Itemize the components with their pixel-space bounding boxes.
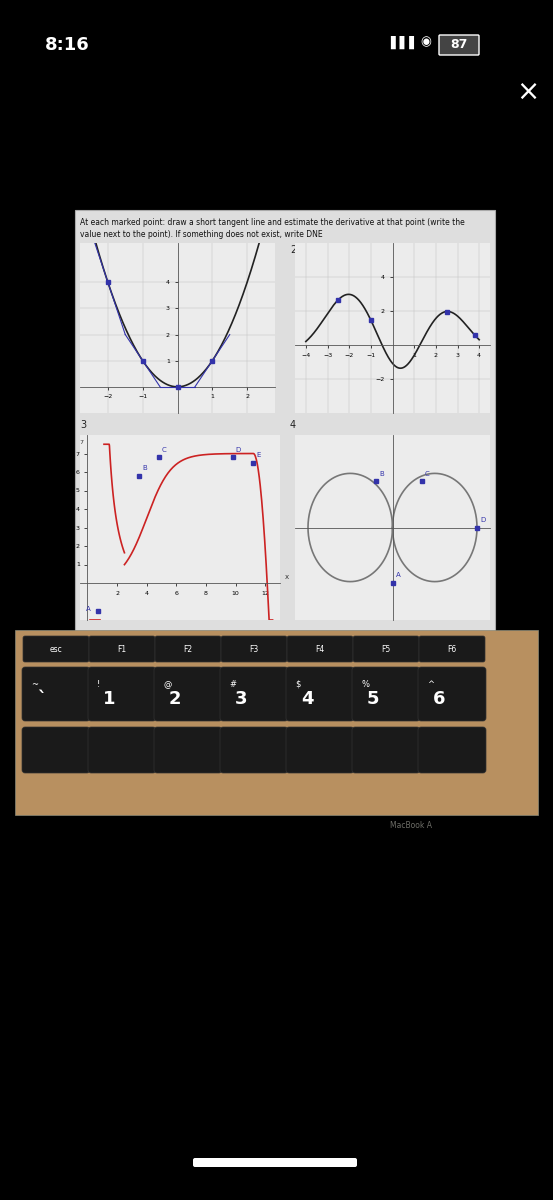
- Text: esc: esc: [50, 644, 62, 654]
- Text: #: #: [229, 680, 236, 689]
- FancyBboxPatch shape: [221, 636, 287, 662]
- Text: $: $: [295, 680, 300, 689]
- Text: D: D: [480, 517, 486, 523]
- FancyBboxPatch shape: [287, 636, 353, 662]
- Text: C: C: [425, 470, 430, 476]
- Text: 87: 87: [450, 38, 468, 52]
- Text: F2: F2: [184, 644, 192, 654]
- Text: 2: 2: [169, 690, 181, 708]
- Text: F5: F5: [382, 644, 390, 654]
- Text: 4: 4: [290, 420, 296, 430]
- Text: 6: 6: [433, 690, 446, 708]
- Text: ▌▌▌: ▌▌▌: [390, 35, 419, 49]
- Text: 1: 1: [80, 245, 86, 254]
- Text: ×: ×: [517, 78, 540, 106]
- Text: 1: 1: [103, 690, 116, 708]
- FancyBboxPatch shape: [220, 727, 288, 773]
- FancyBboxPatch shape: [154, 727, 222, 773]
- Text: A: A: [396, 572, 400, 578]
- Text: 4: 4: [301, 690, 314, 708]
- FancyBboxPatch shape: [23, 636, 89, 662]
- FancyBboxPatch shape: [88, 667, 156, 721]
- FancyBboxPatch shape: [286, 667, 354, 721]
- Text: C: C: [161, 446, 166, 452]
- Text: E: E: [256, 452, 260, 458]
- Text: A: A: [86, 606, 91, 612]
- FancyBboxPatch shape: [89, 636, 155, 662]
- FancyBboxPatch shape: [155, 636, 221, 662]
- Text: 3: 3: [80, 420, 86, 430]
- FancyBboxPatch shape: [353, 636, 419, 662]
- Text: F4: F4: [315, 644, 325, 654]
- Text: ◉: ◉: [420, 36, 431, 48]
- Text: 7: 7: [79, 440, 83, 445]
- Text: value next to the point). If something does not exist, write DNE: value next to the point). If something d…: [80, 230, 322, 239]
- FancyBboxPatch shape: [418, 727, 486, 773]
- FancyBboxPatch shape: [193, 1158, 357, 1166]
- Text: At each marked point: draw a short tangent line and estimate the derivative at t: At each marked point: draw a short tange…: [80, 218, 465, 227]
- Text: 5: 5: [367, 690, 379, 708]
- FancyBboxPatch shape: [22, 667, 90, 721]
- Text: B: B: [142, 466, 147, 472]
- Text: 2: 2: [290, 245, 296, 254]
- FancyBboxPatch shape: [352, 727, 420, 773]
- FancyBboxPatch shape: [15, 630, 538, 815]
- Text: F3: F3: [249, 644, 259, 654]
- Text: 8:16: 8:16: [45, 36, 90, 54]
- Text: B: B: [379, 470, 384, 476]
- Text: F6: F6: [447, 644, 457, 654]
- Text: D: D: [236, 446, 241, 452]
- FancyBboxPatch shape: [286, 727, 354, 773]
- FancyBboxPatch shape: [418, 667, 486, 721]
- Text: %: %: [361, 680, 369, 689]
- Text: ~: ~: [31, 680, 38, 689]
- FancyBboxPatch shape: [220, 667, 288, 721]
- Text: `: `: [37, 690, 46, 708]
- FancyBboxPatch shape: [419, 636, 485, 662]
- FancyBboxPatch shape: [352, 667, 420, 721]
- Text: ^: ^: [427, 680, 434, 689]
- Text: MacBook A: MacBook A: [390, 821, 432, 829]
- Text: x: x: [284, 575, 289, 581]
- Text: F1: F1: [117, 644, 127, 654]
- FancyBboxPatch shape: [22, 727, 90, 773]
- FancyBboxPatch shape: [75, 210, 495, 640]
- Text: @: @: [163, 680, 171, 689]
- Text: 3: 3: [235, 690, 248, 708]
- FancyBboxPatch shape: [439, 35, 479, 55]
- FancyBboxPatch shape: [154, 667, 222, 721]
- Text: !: !: [97, 680, 100, 689]
- FancyBboxPatch shape: [88, 727, 156, 773]
